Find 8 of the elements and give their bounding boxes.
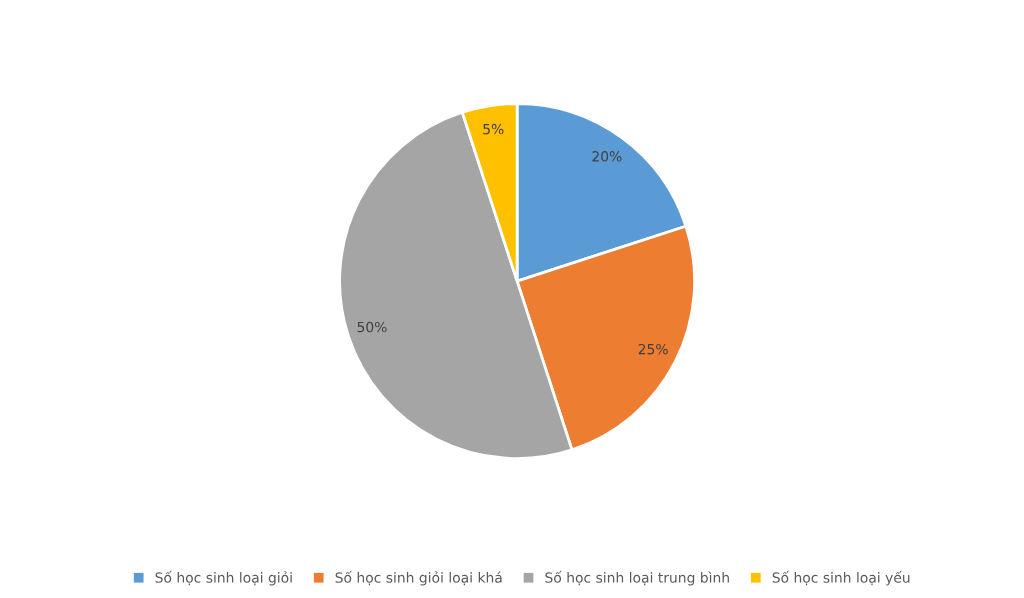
legend-label: Số học sinh loại trung bình [545,570,729,586]
legend-label: Số học sinh giỏi loại khá [335,570,502,586]
legend-label: Số học sinh loại giỏi [155,570,292,586]
data-label: 50% [357,321,387,333]
data-label: 20% [592,151,622,162]
data-label: 5% [483,123,504,135]
data-label: 25% [638,343,668,355]
legend-label: Số học sinh loại yếu [772,570,910,586]
